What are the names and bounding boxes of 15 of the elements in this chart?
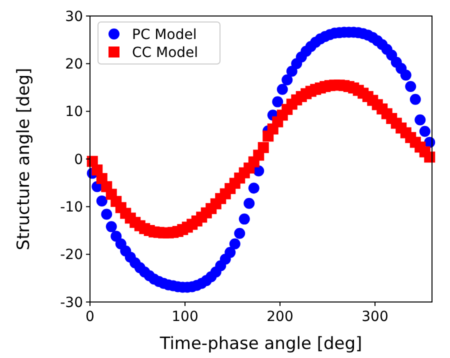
x-tick-label: 100 <box>172 309 198 325</box>
y-tick-label: -10 <box>60 200 83 216</box>
x-tick-label: 0 <box>86 309 94 325</box>
y-tick-label: 0 <box>74 152 83 168</box>
x-tick-label: 200 <box>266 309 294 325</box>
legend-label: PC Model <box>132 26 197 43</box>
y-tick-label: -20 <box>60 247 83 264</box>
y-tick-label: 30 <box>65 8 83 25</box>
y-tick-label: -30 <box>60 294 83 311</box>
legend-label: CC Model <box>132 44 198 61</box>
x-axis-title: Time-phase angle [deg] <box>158 334 362 354</box>
x-tick-label: 300 <box>362 309 388 325</box>
y-axis-title: Structure angle [deg] <box>14 68 34 250</box>
y-tick-label: 20 <box>65 56 83 73</box>
y-tick-label: 10 <box>65 104 83 120</box>
